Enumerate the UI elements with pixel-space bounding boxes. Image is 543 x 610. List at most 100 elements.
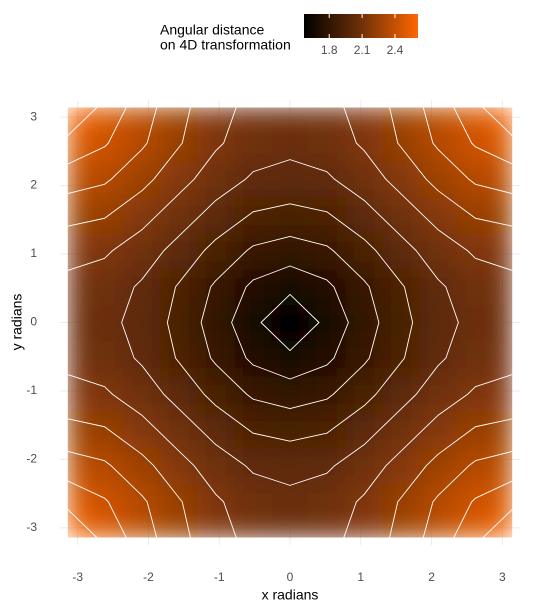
heat-cell — [345, 232, 384, 270]
heat-cell — [86, 483, 124, 521]
heat-cell — [123, 376, 161, 413]
heat-cell — [234, 519, 273, 538]
contour-line — [231, 265, 349, 380]
heat-cell — [86, 268, 124, 306]
heat-cell — [419, 447, 458, 485]
heat-cell — [197, 304, 235, 341]
heat-cell — [419, 125, 458, 162]
y-tick-label: 3 — [30, 109, 37, 123]
y-tick-label: -3 — [26, 520, 37, 534]
heat-cell — [86, 161, 124, 198]
x-tick-label: 3 — [499, 570, 506, 584]
heat-cell — [197, 376, 235, 413]
heat-cell — [456, 447, 495, 485]
heat-cell — [197, 519, 235, 538]
heat-cell — [123, 412, 161, 449]
heat-cell — [160, 232, 198, 270]
heat-cell — [271, 304, 309, 341]
heat-cell — [345, 519, 384, 538]
heat-cell — [419, 197, 458, 234]
heat-cell — [456, 340, 495, 377]
heat-cell — [308, 519, 347, 538]
heat-cell — [234, 447, 273, 485]
contour-line — [67, 107, 513, 538]
heat-cell — [382, 161, 421, 198]
heat-cell — [197, 125, 235, 162]
heat-cell — [493, 483, 513, 521]
heat-cell — [67, 376, 87, 413]
heat-cell — [86, 519, 124, 538]
heat-cell — [67, 125, 87, 162]
heat-cell — [123, 519, 161, 538]
heat-cell — [234, 483, 273, 521]
x-tick-label: 0 — [287, 570, 294, 584]
heat-cell — [308, 197, 347, 234]
heat-cell — [345, 125, 384, 162]
contour-line — [67, 107, 513, 538]
heat-cell — [197, 107, 235, 126]
heat-cell — [382, 340, 421, 377]
heat-cell — [419, 268, 458, 306]
heat-cell — [123, 340, 161, 377]
heat-cell — [86, 232, 124, 270]
heat-cell — [493, 519, 513, 538]
colorbar-tick-label: 1.8 — [321, 43, 338, 57]
heat-cell — [197, 483, 235, 521]
heat-cell — [86, 340, 124, 377]
y-axis-label: y radians — [9, 294, 25, 351]
heat-cell — [493, 161, 513, 198]
heat-cell — [234, 232, 273, 270]
heat-cell — [382, 447, 421, 485]
heat-cell — [271, 232, 309, 270]
x-tick-label: -3 — [72, 570, 83, 584]
heat-cell — [419, 519, 458, 538]
heat-cell — [493, 197, 513, 234]
heat-cell — [271, 161, 309, 198]
heatmap — [67, 107, 513, 538]
contour-line — [67, 107, 513, 538]
heat-cell — [493, 304, 513, 341]
heat-cell — [123, 268, 161, 306]
heat-cell — [160, 125, 198, 162]
heat-cell — [123, 107, 161, 126]
heat-cell — [308, 268, 347, 306]
heat-cell — [382, 268, 421, 306]
heat-cell — [86, 376, 124, 413]
colorbar-tick-label: 2.1 — [354, 43, 371, 57]
x-axis-label: x radians — [262, 587, 319, 603]
colorbar-tick-label: 2.4 — [387, 43, 404, 57]
heat-cell — [345, 340, 384, 377]
heat-cell — [271, 412, 309, 449]
heat-cell — [382, 519, 421, 538]
heat-cell — [160, 107, 198, 126]
heat-cell — [86, 304, 124, 341]
x-tick-label: -1 — [214, 570, 225, 584]
heat-cell — [123, 232, 161, 270]
heat-cell — [382, 376, 421, 413]
contour-line — [67, 107, 513, 538]
heat-cell — [456, 161, 495, 198]
heat-cell — [160, 447, 198, 485]
heat-cell — [493, 412, 513, 449]
heat-cell — [308, 447, 347, 485]
heat-cell — [271, 107, 309, 126]
heat-cell — [456, 304, 495, 341]
heat-cell — [271, 483, 309, 521]
heat-cell — [493, 447, 513, 485]
heat-cell — [456, 125, 495, 162]
heat-cell — [86, 412, 124, 449]
heat-cell — [382, 412, 421, 449]
heat-cell — [234, 412, 273, 449]
heat-cell — [86, 107, 124, 126]
y-tick-label: 1 — [30, 246, 37, 260]
heat-cell — [456, 376, 495, 413]
heat-cell — [308, 232, 347, 270]
heat-cell — [493, 125, 513, 162]
heat-cell — [419, 412, 458, 449]
heat-cell — [345, 268, 384, 306]
heat-cell — [234, 197, 273, 234]
heat-cell — [234, 125, 273, 162]
heat-cell — [308, 161, 347, 198]
heat-cell — [382, 107, 421, 126]
heat-cell — [345, 483, 384, 521]
